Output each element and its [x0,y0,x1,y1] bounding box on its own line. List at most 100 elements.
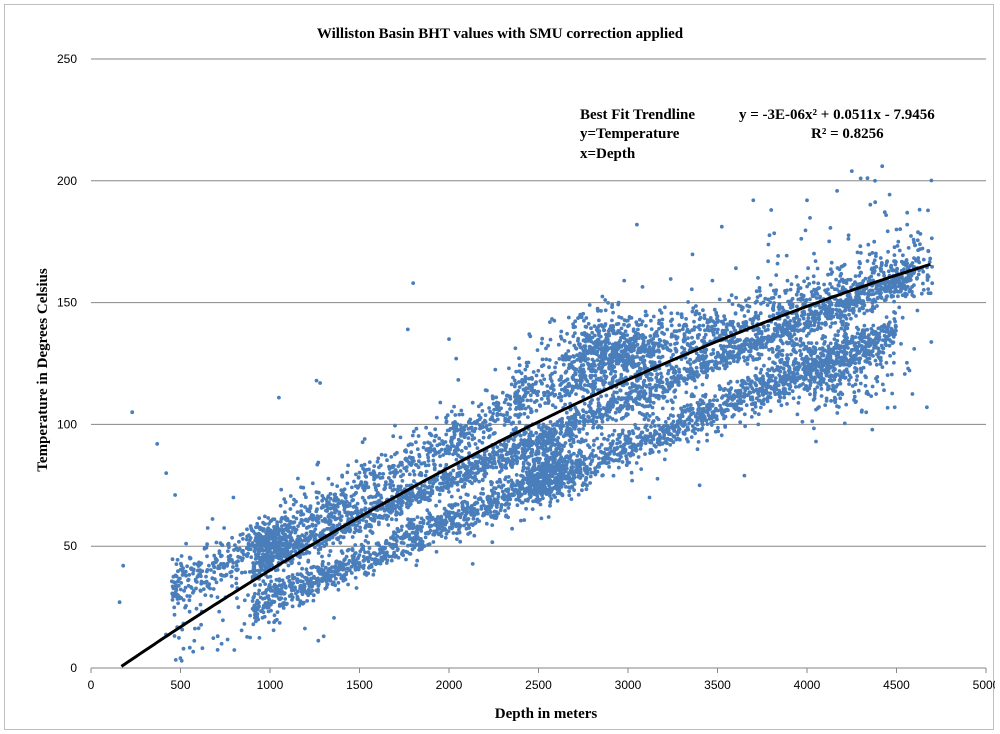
data-point [329,569,334,573]
data-point [224,572,229,577]
data-point [267,620,271,625]
data-point [331,541,336,546]
data-point [417,548,421,552]
data-point [353,543,358,547]
data-point [442,512,447,516]
data-point [467,451,471,455]
data-point [450,505,454,510]
data-point [187,598,192,603]
data-point [433,451,438,455]
data-point [454,524,459,529]
data-point [408,552,413,556]
data-point [455,502,460,507]
data-point [257,636,262,640]
data-point [849,354,854,359]
data-point [686,427,691,432]
data-point [764,345,768,349]
data-point [306,571,311,576]
data-point [427,485,432,489]
data-point [304,567,309,572]
data-point [427,542,432,547]
data-point [580,415,585,420]
data-point [900,281,905,286]
data-point [587,445,592,450]
data-point [471,516,476,521]
data-point [178,587,183,592]
data-point [723,423,727,428]
data-point [768,391,773,396]
data-point [364,519,369,524]
data-point [395,499,400,504]
data-point [283,500,288,505]
data-point [447,446,452,451]
data-point [653,424,657,428]
data-point [753,310,758,315]
data-point [444,532,449,536]
data-point [310,481,315,486]
gridlines [91,58,986,547]
data-point [304,495,308,500]
data-point [486,496,490,501]
data-point [344,493,348,498]
data-point [411,429,416,434]
data-point [688,375,693,380]
data-point [327,517,332,522]
data-point [624,457,629,461]
data-point [280,583,284,587]
data-point [438,463,443,468]
data-point [607,401,611,405]
data-point [288,507,293,511]
data-point [753,346,758,351]
data-point [345,470,350,475]
data-point [812,379,817,384]
data-point [269,600,274,605]
data-point [367,546,372,550]
data-point [443,440,448,444]
data-point [181,598,186,602]
data-point [694,365,699,370]
data-point [881,350,886,355]
data-point [357,561,362,565]
data-point [466,441,471,446]
data-point [379,495,384,500]
data-point [793,321,798,325]
data-point [452,432,457,437]
data-point [407,532,412,537]
data-point [341,562,346,566]
data-point [403,449,407,453]
data-point [186,583,191,588]
data-point [818,326,823,331]
data-point [415,558,420,563]
data-point [214,540,219,545]
data-point [487,406,491,410]
data-point [644,324,648,328]
data-point [359,542,364,547]
data-point [288,494,293,498]
data-point [379,452,384,457]
data-point [468,530,472,535]
data-point [357,564,362,569]
data-point [355,523,359,528]
data-point [605,447,610,452]
data-point [351,557,355,561]
data-point [324,542,329,547]
data-point [459,449,464,453]
data-point [339,488,344,493]
data-point [506,497,510,502]
data-point [327,537,332,542]
data-point [688,362,693,366]
data-point [462,427,467,432]
data-point [359,482,363,487]
data-point [363,501,368,505]
data-point [236,567,240,572]
data-point [711,368,715,373]
data-point [495,480,500,484]
data-point [357,470,362,475]
data-point [306,588,311,593]
data-point [412,479,416,484]
data-point [477,439,482,443]
data-point [433,427,438,432]
data-point [404,465,409,469]
data-point [482,453,487,457]
data-point [793,357,798,361]
